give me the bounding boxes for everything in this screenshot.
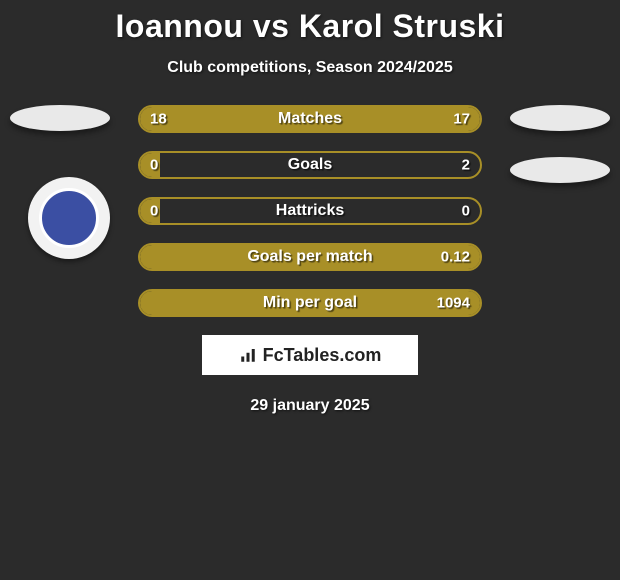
stat-row: 0 Goals 2: [138, 151, 482, 179]
stat-value-right: 0: [462, 203, 470, 220]
club-badge-left: [28, 177, 110, 259]
page-title: Ioannou vs Karol Struski: [0, 0, 620, 45]
stat-row: Min per goal 1094: [138, 289, 482, 317]
club-badge-inner: [39, 188, 99, 248]
stat-row: 0 Hattricks 0: [138, 197, 482, 225]
stat-label: Hattricks: [276, 202, 344, 220]
comparison-stage: 18 Matches 17 0 Goals 2 0 Hattricks 0: [0, 105, 620, 317]
subtitle: Club competitions, Season 2024/2025: [0, 59, 620, 77]
stat-label: Goals: [288, 156, 332, 174]
stat-label: Matches: [278, 110, 342, 128]
stat-value-right: 1094: [437, 295, 470, 312]
source-logo: FcTables.com: [202, 335, 418, 375]
stat-value-right: 17: [453, 111, 470, 128]
stat-row: Goals per match 0.12: [138, 243, 482, 271]
stat-value-right: 2: [462, 157, 470, 174]
source-logo-text: FcTables.com: [263, 345, 382, 366]
stat-value-left: 0: [150, 157, 158, 174]
bar-chart-icon: [239, 346, 257, 364]
player-right-oval-1: [510, 105, 610, 131]
stat-label: Min per goal: [263, 294, 357, 312]
stat-label: Goals per match: [247, 248, 372, 266]
stat-value-left: 0: [150, 203, 158, 220]
stat-value-right: 0.12: [441, 249, 470, 266]
player-right-oval-2: [510, 157, 610, 183]
stat-row: 18 Matches 17: [138, 105, 482, 133]
stat-rows: 18 Matches 17 0 Goals 2 0 Hattricks 0: [138, 105, 482, 317]
stat-value-left: 18: [150, 111, 167, 128]
snapshot-date: 29 january 2025: [0, 397, 620, 415]
player-left-oval: [10, 105, 110, 131]
